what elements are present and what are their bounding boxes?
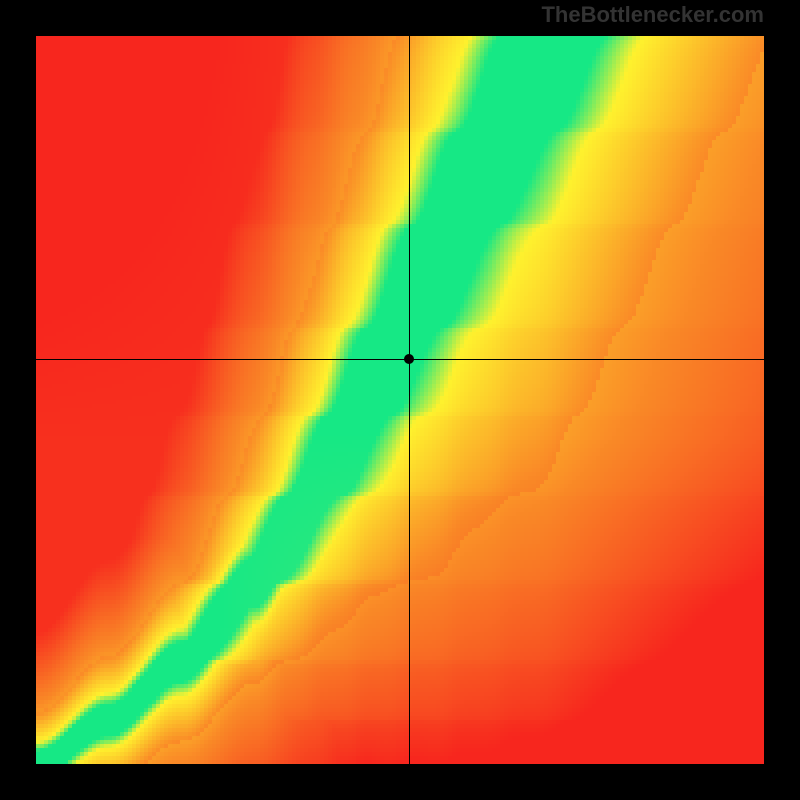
- heatmap-canvas: [36, 36, 764, 764]
- marker-dot: [404, 354, 414, 364]
- crosshair-vertical: [409, 36, 410, 764]
- crosshair-horizontal: [36, 359, 764, 360]
- heatmap-plot: [36, 36, 764, 764]
- watermark-text: TheBottlenecker.com: [541, 2, 764, 28]
